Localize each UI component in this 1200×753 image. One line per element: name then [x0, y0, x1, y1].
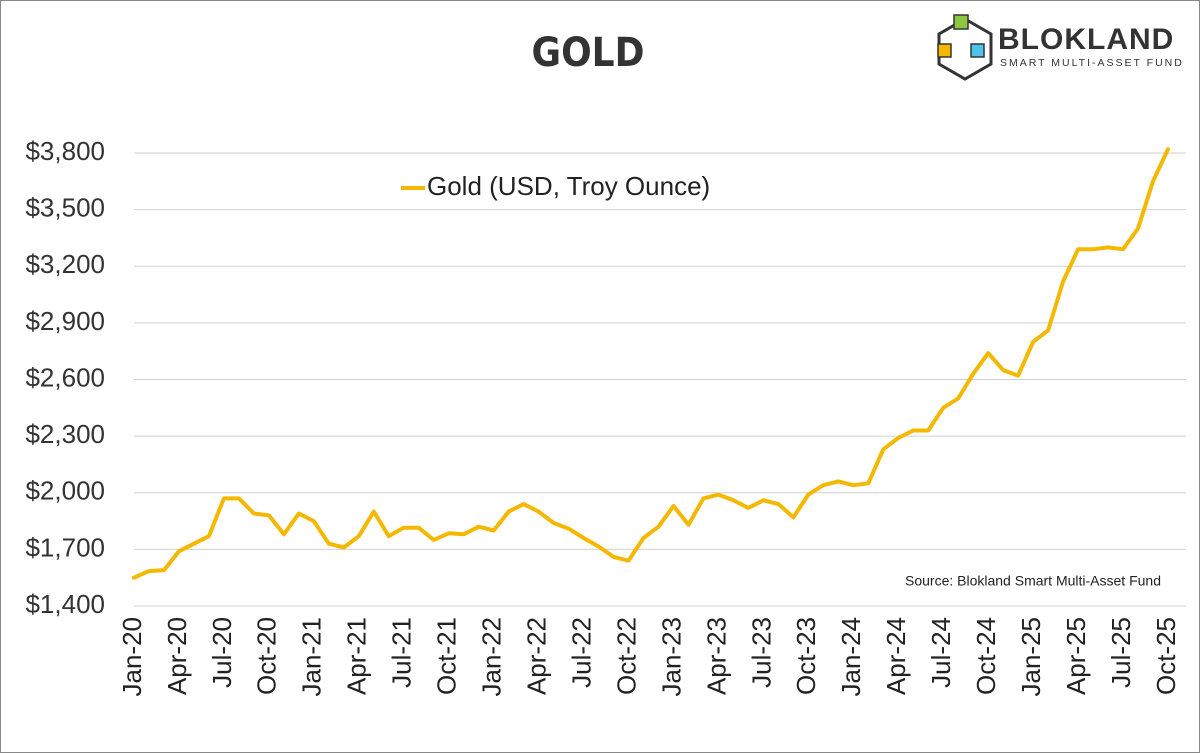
y-tick-label: $3,200 [25, 249, 105, 279]
y-tick-label: $1,400 [25, 589, 105, 619]
x-tick-label: Jan-20 [117, 617, 147, 697]
x-tick-label: Jul-23 [746, 617, 776, 688]
x-tick-label: Oct-22 [611, 617, 641, 695]
x-tick-label: Jan-21 [297, 617, 327, 697]
x-tick-label: Jan-25 [1016, 617, 1046, 697]
x-tick-label: Jul-21 [387, 617, 417, 688]
x-tick-label: Oct-25 [1151, 617, 1181, 695]
y-tick-label: $2,000 [25, 476, 105, 506]
logo-icon [937, 14, 993, 81]
y-tick-label: $3,500 [25, 193, 105, 223]
y-tick-label: $2,900 [25, 306, 105, 336]
source-note: Source: Blokland Smart Multi-Asset Fund [905, 573, 1161, 589]
x-tick-label: Jan-22 [477, 617, 507, 697]
x-tick-label: Jan-24 [836, 617, 866, 697]
x-tick-label: Jan-23 [656, 617, 686, 697]
y-tick-label: $2,300 [25, 419, 105, 449]
x-tick-label: Apr-21 [342, 617, 372, 695]
x-tick-label: Jul-20 [207, 617, 237, 688]
y-tick-label: $3,800 [25, 136, 105, 166]
data-line [132, 147, 1170, 580]
x-tick-label: Oct-21 [432, 617, 462, 695]
x-tick-label: Apr-24 [881, 617, 911, 695]
legend-label: Gold (USD, Troy Ounce) [427, 171, 710, 201]
x-tick-label: Oct-20 [252, 617, 282, 695]
x-tick-label: Jul-22 [566, 617, 596, 688]
x-tick-label: Jul-24 [926, 617, 956, 688]
x-tick-label: Oct-23 [791, 617, 821, 695]
y-tick-label: $2,600 [25, 362, 105, 392]
x-tick-label: Oct-24 [971, 617, 1001, 695]
x-tick-label: Apr-23 [701, 617, 731, 695]
x-tick-label: Apr-20 [162, 617, 192, 695]
brand-subtitle: SMART MULTI-ASSET FUND [1000, 57, 1184, 69]
y-tick-label: $1,700 [25, 532, 105, 562]
brand: BLOKLAND [998, 23, 1174, 56]
x-tick-label: Apr-22 [521, 617, 551, 695]
chart-title: GOLD [532, 30, 645, 76]
x-tick-label: Apr-25 [1061, 617, 1091, 695]
x-tick-label: Jul-25 [1106, 617, 1136, 688]
